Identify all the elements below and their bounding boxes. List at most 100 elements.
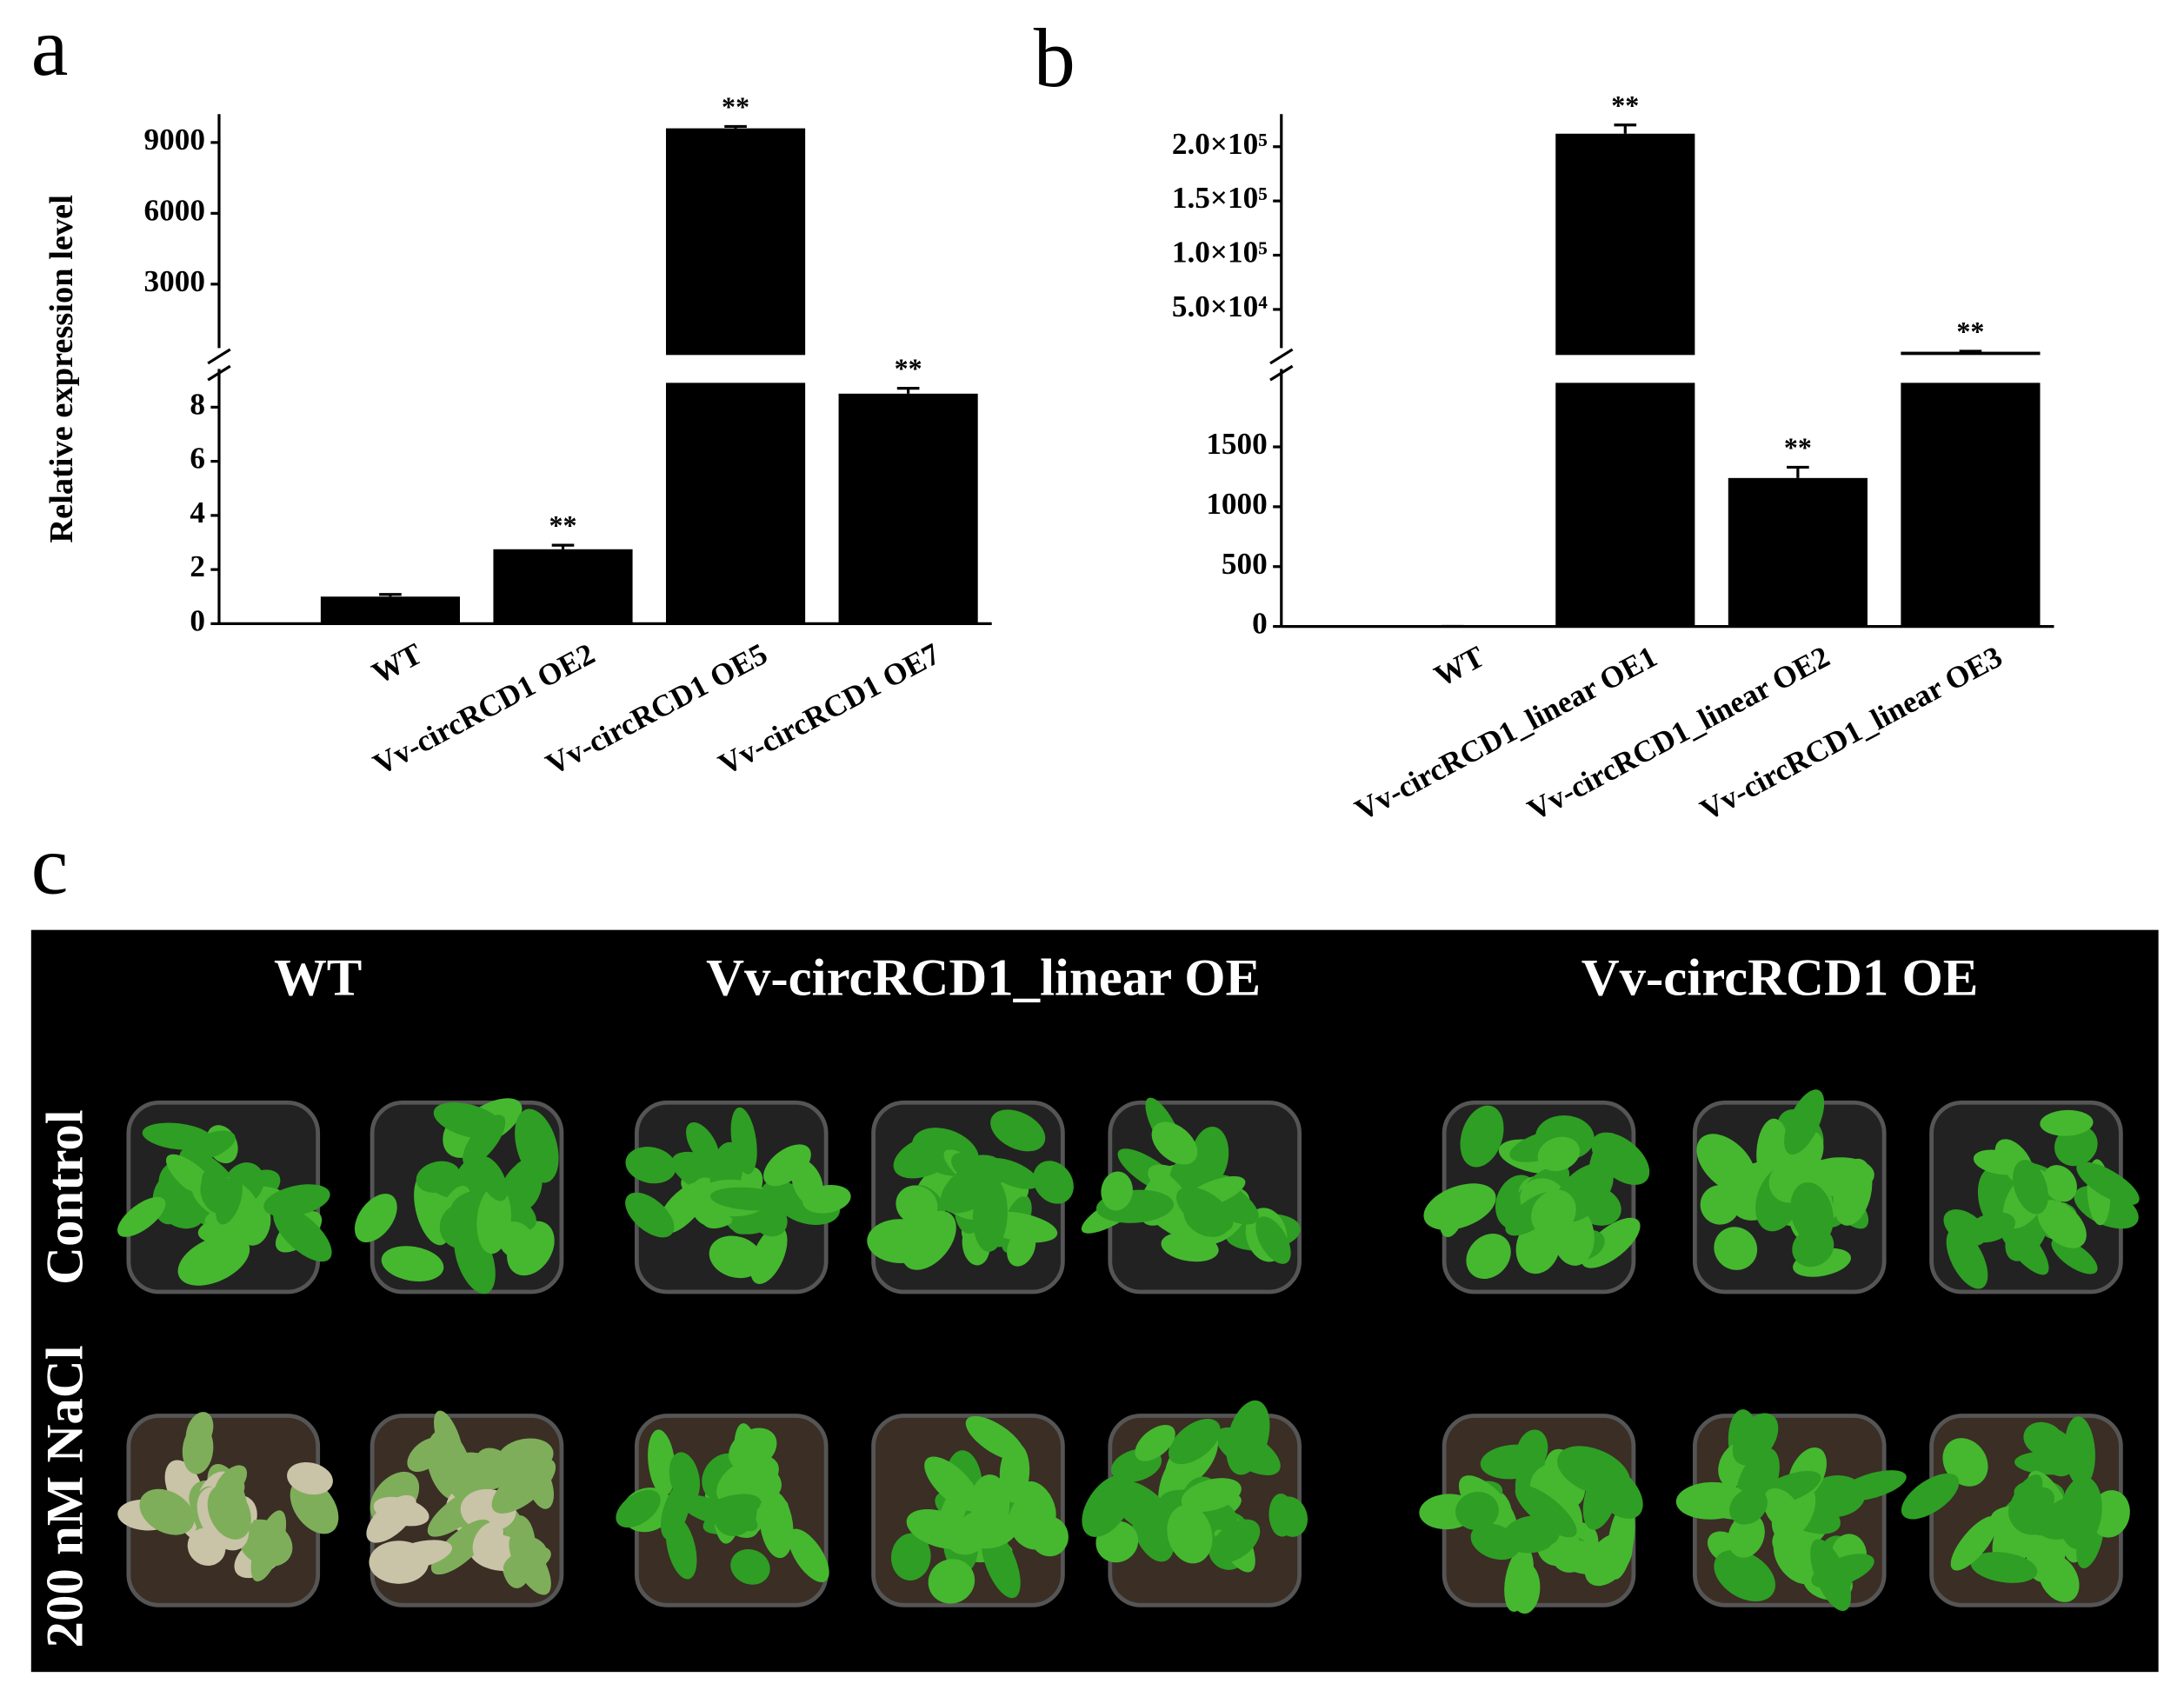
leaf [1033,1161,1074,1204]
leaf [867,1219,934,1263]
column-label: Vv-circRCD1 OE [1581,948,1979,1007]
leaf [1901,1473,1960,1520]
leaf [730,1548,770,1585]
significance-label: ** [549,509,576,541]
leaf [250,1510,287,1582]
leaf [1101,1171,1133,1211]
leaf [2038,1554,2080,1602]
leaf [1732,1413,1779,1466]
leaf [661,1481,691,1540]
y-tick-label: 0 [190,603,205,637]
leaf [709,1235,763,1279]
leaf [381,1246,444,1281]
significance-label: ** [722,91,749,123]
leaf [430,1519,491,1575]
leaf [369,1541,429,1584]
leaf [999,1442,1030,1503]
leaf [1516,1429,1548,1472]
y-tick-label: 1.5×10⁵ [1172,181,1268,215]
leaf [1176,1187,1234,1233]
leaf [1942,1438,1988,1487]
leaf [1810,1539,1852,1612]
leaf [416,1161,460,1194]
axis-break [1269,348,1294,365]
leaf [2076,1161,2140,1206]
leaf [1714,1227,1758,1270]
leaf [117,1196,166,1237]
bar-upper-part [665,128,806,356]
bar-upper-part [1555,133,1695,356]
y-tick-label: 6 [190,442,205,476]
leaf [802,1185,851,1214]
bar-lower-part [1901,383,2041,627]
leaf [896,1185,938,1226]
leaf [890,1533,931,1581]
y-tick-label: 1000 [1206,487,1267,521]
bar-lower-part [665,383,806,624]
leaf [506,1159,543,1211]
leaf [1537,1136,1581,1172]
leaf [509,1533,551,1595]
leaf [763,1144,811,1187]
leaf [158,1188,206,1229]
leaf [990,1109,1046,1152]
leaf [1190,1126,1229,1187]
leaf [1838,1470,1907,1501]
leaf [969,1474,1010,1534]
y-tick-label: 1500 [1206,427,1267,461]
y-tick-label: 2 [190,549,205,583]
leaf [625,1192,675,1238]
leaf [1273,1496,1308,1537]
leaf [1168,1419,1221,1465]
leaf [625,1147,676,1184]
leaf [1515,1485,1577,1538]
leaf [1581,1217,1641,1268]
leaf [273,1206,332,1262]
leaf [433,1102,504,1140]
x-tick-label: Vv-circRCD1_linear OE3 [1695,640,2008,828]
leaf [185,1130,236,1161]
x-tick-label: WT [367,636,428,690]
leaf [616,1489,661,1528]
y-tick-label: 2.0×10⁵ [1172,127,1268,161]
leaf [1548,1540,1618,1575]
leaf [1696,1134,1756,1194]
y-tick-label: 3000 [144,264,205,298]
significance-label: ** [1956,316,1984,347]
y-tick-label: 1.0×10⁵ [1172,236,1268,270]
axis-break [207,348,231,365]
leaf [1135,1425,1175,1461]
significance-label: ** [895,353,922,384]
leaf [2040,1109,2094,1136]
leaf [928,1559,975,1604]
y-tick-label: 9000 [144,123,205,156]
y-tick-label: 5.0×10⁴ [1172,289,1268,323]
leaf [1728,1513,1765,1558]
leaf [716,1455,779,1506]
leaf [1255,1216,1291,1264]
leaf [185,1412,214,1451]
leaf [1455,1492,1499,1531]
x-tick-label: WT [1428,640,1489,694]
leaf [1181,1478,1242,1513]
leaf [1784,1089,1825,1155]
axis-break [1269,364,1294,382]
leaf [788,1528,829,1582]
axis-break [207,364,231,382]
leaf [893,1134,960,1179]
leaf [476,1186,511,1254]
bar-lower-part [1555,383,1695,627]
leaf [139,1488,195,1535]
leaf [1161,1232,1219,1262]
bar [493,549,633,624]
leaf [472,1521,504,1561]
leaf [1470,1523,1520,1561]
x-tick-label: Vv-circRCD1_linear OE1 [1349,640,1662,828]
leaf [263,1184,330,1217]
leaf [1007,1228,1036,1267]
column-label: Vv-circRCD1_linear OE [706,948,1261,1007]
leaf [449,1452,507,1491]
leaf [1943,1209,1987,1247]
leaf [1946,1228,1988,1289]
y-tick-label: 4 [190,496,205,529]
